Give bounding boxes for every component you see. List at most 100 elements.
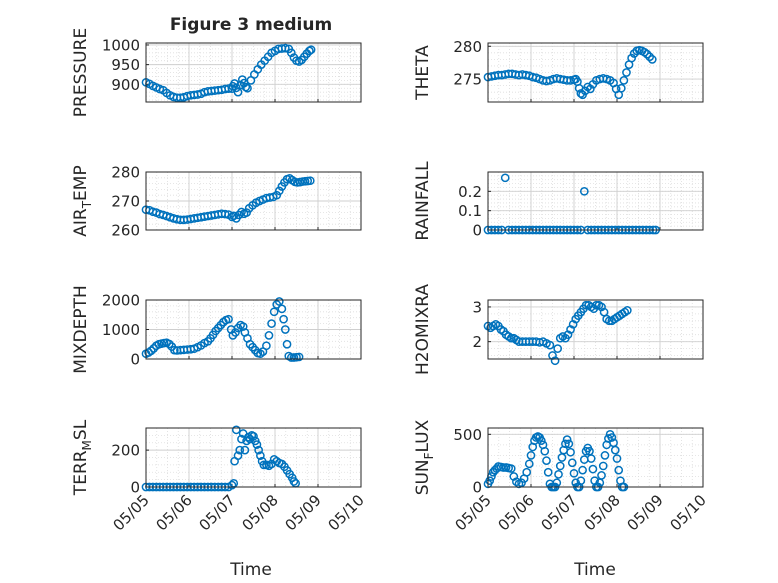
data-point xyxy=(274,297,284,306)
data-point xyxy=(506,464,516,473)
subplot-air-temp: 260 270 280 AIRTEMP xyxy=(71,164,362,240)
data-point xyxy=(164,339,174,349)
data-point xyxy=(485,476,495,486)
y-axis-label: THETA xyxy=(413,45,433,101)
data-point xyxy=(564,439,574,449)
y-axis-label: H2OMIXRA xyxy=(413,284,433,375)
data-point xyxy=(289,477,299,486)
data-point xyxy=(607,433,617,442)
data-point xyxy=(240,445,250,455)
data-point xyxy=(252,440,262,449)
data-point xyxy=(229,211,239,221)
data-point xyxy=(554,470,563,479)
data-point xyxy=(614,465,624,475)
axes-box xyxy=(487,42,704,103)
data-point xyxy=(264,331,274,340)
x-axis-label-right: Time xyxy=(573,560,616,580)
data-point xyxy=(282,339,292,349)
data-point xyxy=(506,333,516,343)
data-point xyxy=(233,451,243,461)
data-point xyxy=(305,46,314,56)
y-axis-label: TERRMSL xyxy=(71,419,94,496)
data-point xyxy=(522,467,532,477)
data-point xyxy=(238,322,248,331)
data-point xyxy=(619,76,629,85)
y-tick-label: 900 xyxy=(111,76,140,94)
y-tick-label: 280 xyxy=(111,164,140,182)
y-tick-label: 0.2 xyxy=(458,183,482,201)
data-point xyxy=(610,445,620,455)
data-point xyxy=(274,186,284,196)
data-point xyxy=(597,471,606,480)
y-axis-label: AIRTEMP xyxy=(71,165,94,236)
data-point xyxy=(227,480,237,490)
y-tick-label: 2 xyxy=(472,333,482,351)
subplot-theta: 275 280 THETA xyxy=(413,38,704,103)
y-tick-label: 0 xyxy=(130,479,140,497)
data-point xyxy=(280,43,290,53)
data-point xyxy=(305,176,315,186)
data-point xyxy=(645,52,655,62)
data-point xyxy=(231,425,241,435)
data-point xyxy=(555,461,565,471)
data-point xyxy=(536,436,546,445)
data-point xyxy=(542,456,551,466)
data-point xyxy=(622,306,632,315)
data-point xyxy=(562,435,572,444)
subplot-pressure: 900 950 1000 PRESSURE xyxy=(71,28,362,117)
data-point xyxy=(612,454,622,463)
data-point xyxy=(647,55,657,64)
data-point xyxy=(241,82,251,92)
data-point xyxy=(540,446,550,456)
data-point xyxy=(524,459,534,469)
data-point xyxy=(576,89,586,98)
data-point xyxy=(581,300,591,310)
y-tick-label: 0 xyxy=(130,351,140,369)
figure-title: Figure 3 medium xyxy=(170,15,332,35)
subplot-grid: 900 950 1000 PRESSURE 275 280 THETA 260 270 280 AI… xyxy=(71,28,710,535)
data-point xyxy=(269,307,279,317)
y-axis-label: PRESSURE xyxy=(71,28,91,117)
y-tick-label: 1000 xyxy=(102,321,140,339)
data-point xyxy=(254,445,264,455)
data-point xyxy=(600,451,610,460)
data-point xyxy=(567,458,577,468)
data-point xyxy=(267,319,276,328)
y-tick-label: 0 xyxy=(472,222,482,240)
data-point xyxy=(642,49,652,59)
data-point xyxy=(604,316,614,326)
y-tick-label: 3 xyxy=(472,298,482,316)
data-point xyxy=(576,476,586,486)
data-point xyxy=(224,314,233,324)
y-tick-label: 2000 xyxy=(102,292,140,310)
y-axis-label: MIXDEPTH xyxy=(71,285,91,374)
data-point xyxy=(569,468,579,478)
y-tick-label: 200 xyxy=(111,442,140,460)
data-point xyxy=(627,53,636,63)
data-point xyxy=(286,48,296,58)
subplot-rainfall: 0 0.10.2 RAINFALL xyxy=(413,161,704,241)
data-point xyxy=(585,84,595,94)
data-point xyxy=(545,340,555,350)
data-point xyxy=(566,447,575,457)
axes-box xyxy=(487,171,704,231)
data-point xyxy=(277,304,287,314)
data-point xyxy=(294,352,304,362)
y-tick-label: 260 xyxy=(111,222,140,240)
data-point xyxy=(279,314,288,324)
x-axis-label-left: Time xyxy=(229,560,272,580)
data-point xyxy=(306,45,316,55)
data-point xyxy=(592,300,601,310)
data-point xyxy=(543,467,553,477)
data-point xyxy=(579,186,589,196)
data-point xyxy=(561,439,570,449)
data-point xyxy=(146,346,156,356)
data-point xyxy=(230,79,239,88)
data-point xyxy=(220,209,230,219)
y-axis-label: SUNFLUX xyxy=(413,419,436,495)
data-point xyxy=(552,478,562,488)
axes-box xyxy=(145,427,362,488)
data-point xyxy=(280,325,290,334)
subplot-h2omixra: 2 3 H2OMIXRA xyxy=(413,284,704,375)
